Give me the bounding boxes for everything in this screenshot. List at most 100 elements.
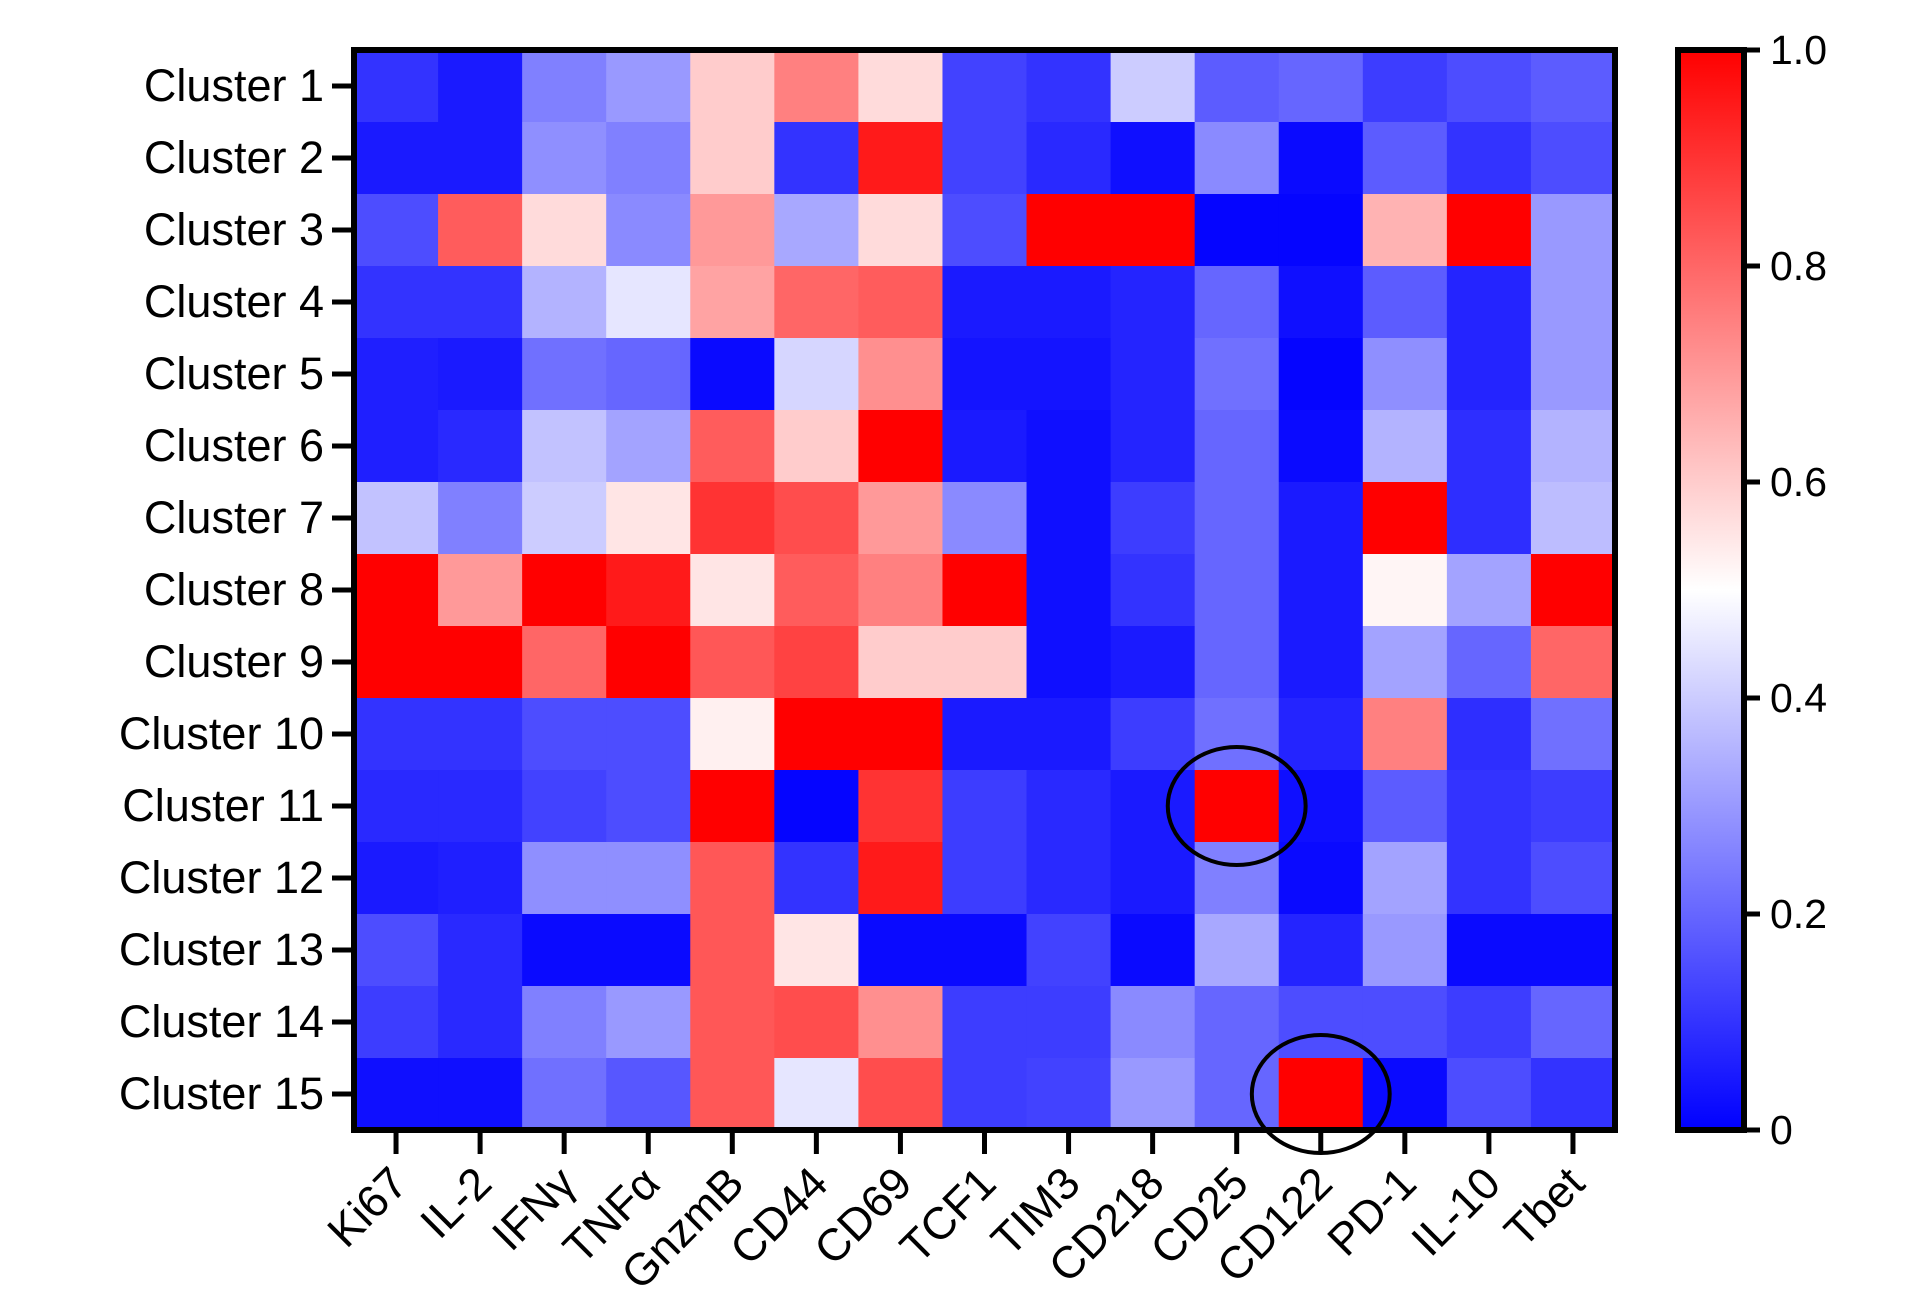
heatmap-cell [690, 194, 775, 267]
colorbar-tick-label: 0 [1770, 1107, 1793, 1153]
heatmap-cell [1530, 1058, 1616, 1131]
heatmap-cell [858, 914, 944, 987]
heatmap-cell [774, 698, 859, 771]
heatmap-cell [942, 338, 1028, 411]
heatmap-cell [354, 554, 439, 627]
colorbar-tick-label: 0.2 [1770, 891, 1827, 937]
annotation-circle [1165, 744, 1308, 868]
heatmap-cell [438, 122, 523, 195]
y-tick-label: Cluster 13 [119, 924, 324, 975]
x-tick-label: PD-1 [1317, 1157, 1426, 1266]
heatmap-cell [690, 554, 775, 627]
heatmap-cell [690, 914, 775, 987]
heatmap-cell [606, 770, 691, 843]
heatmap-cell [438, 194, 523, 267]
heatmap-cell [1530, 698, 1616, 771]
heatmap-cell [1194, 122, 1280, 195]
heatmap-cell [438, 1058, 523, 1131]
y-tick-label: Cluster 7 [144, 492, 324, 543]
heatmap-cell [1362, 410, 1448, 483]
heatmap-cell [1530, 626, 1616, 699]
heatmap-cell [1530, 554, 1616, 627]
heatmap-cell [690, 266, 775, 339]
heatmap-cell [1530, 482, 1616, 555]
heatmap-cell [858, 50, 944, 123]
y-tick-label: Cluster 11 [122, 780, 324, 831]
heatmap-cell [1530, 338, 1616, 411]
heatmap-cell [858, 698, 944, 771]
heatmap-cell [522, 122, 607, 195]
heatmap-cell [942, 770, 1028, 843]
heatmap-cell [1110, 770, 1196, 843]
heatmap-cell [1362, 626, 1448, 699]
heatmap-cell [438, 338, 523, 411]
heatmap-cell [1446, 194, 1532, 267]
heatmap-cell [774, 554, 859, 627]
heatmap-cell [1362, 266, 1448, 339]
heatmap-cell [1362, 698, 1448, 771]
heatmap-cell [1278, 410, 1364, 483]
heatmap-cell [774, 842, 859, 915]
heatmap-cell [438, 914, 523, 987]
heatmap-cell [1446, 842, 1532, 915]
heatmap-cell [858, 770, 944, 843]
heatmap-cell [1278, 986, 1364, 1059]
heatmap-cell [438, 482, 523, 555]
heatmap-cell [774, 914, 859, 987]
heatmap-cell [1194, 50, 1280, 123]
y-tick-label: Cluster 1 [144, 60, 324, 111]
heatmap-cell [354, 338, 439, 411]
heatmap-cell [942, 914, 1028, 987]
heatmap-cell [690, 338, 775, 411]
heatmap-cell [1110, 410, 1196, 483]
heatmap-cell [438, 626, 523, 699]
heatmap-cell [858, 338, 944, 411]
heatmap-cell [1446, 626, 1532, 699]
heatmap-cell [1026, 698, 1112, 771]
y-axis: Cluster 1 Cluster 2 Cluster 3 Cluster 4 Clus… [119, 60, 354, 1119]
heatmap-cell [1530, 266, 1616, 339]
heatmap-cell [522, 626, 607, 699]
heatmap-cell [522, 482, 607, 555]
heatmap-cell [942, 50, 1028, 123]
heatmap-cell [942, 626, 1028, 699]
heatmap-cell [1194, 1058, 1280, 1131]
heatmap-cell [942, 482, 1028, 555]
heatmap-cell [354, 410, 439, 483]
x-tick-label: Ki67 [317, 1157, 417, 1257]
heatmap-cell [690, 626, 775, 699]
heatmap-cell [1110, 338, 1196, 411]
heatmap-cell [1530, 770, 1616, 843]
heatmap-cell [858, 410, 944, 483]
heatmap-cell [1278, 194, 1364, 267]
heatmap-cell [1110, 1058, 1196, 1131]
heatmap-cell [774, 482, 859, 555]
x-tick-label: IL-10 [1401, 1157, 1510, 1266]
heatmap-cell [1278, 770, 1364, 843]
heatmap-cell [1026, 338, 1112, 411]
heatmap-cell [858, 266, 944, 339]
heatmap-cell [1278, 626, 1364, 699]
heatmap-cell [354, 842, 439, 915]
heatmap-cell [1026, 842, 1112, 915]
heatmap-cell [690, 770, 775, 843]
heatmap-cell [1194, 986, 1280, 1059]
heatmap-cell [690, 410, 775, 483]
heatmap-cell [942, 122, 1028, 195]
y-tick-label: Cluster 12 [119, 852, 324, 903]
heatmap-cell [606, 554, 691, 627]
heatmap-cell [522, 338, 607, 411]
y-tick-label: Cluster 3 [144, 204, 324, 255]
heatmap-cell [1194, 482, 1280, 555]
heatmap-cell [354, 122, 439, 195]
heatmap-cell [1446, 698, 1532, 771]
heatmap-cell [1110, 194, 1196, 267]
heatmap-cell [858, 986, 944, 1059]
heatmap-cell [606, 698, 691, 771]
heatmap-cell [606, 410, 691, 483]
heatmap-cell [1278, 914, 1364, 987]
heatmap-cell [522, 410, 607, 483]
x-axis: Ki67IL-2IFNγTNFαGnzmBCD44CD69TCF1TIM3CD2… [317, 1130, 1594, 1293]
heatmap-cell [522, 986, 607, 1059]
heatmap-cell [690, 842, 775, 915]
